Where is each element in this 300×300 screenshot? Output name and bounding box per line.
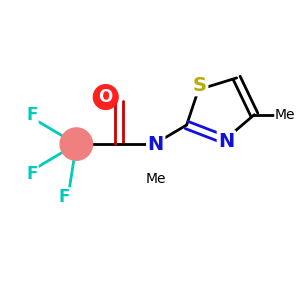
Text: S: S xyxy=(193,76,207,95)
Text: F: F xyxy=(59,188,70,206)
Circle shape xyxy=(93,85,118,110)
Text: O: O xyxy=(99,88,113,106)
Text: F: F xyxy=(26,164,38,182)
Text: Me: Me xyxy=(275,108,296,122)
Text: N: N xyxy=(148,135,164,154)
Text: N: N xyxy=(218,132,235,151)
Text: F: F xyxy=(26,106,38,124)
Circle shape xyxy=(60,128,92,160)
Text: Me: Me xyxy=(146,172,166,186)
